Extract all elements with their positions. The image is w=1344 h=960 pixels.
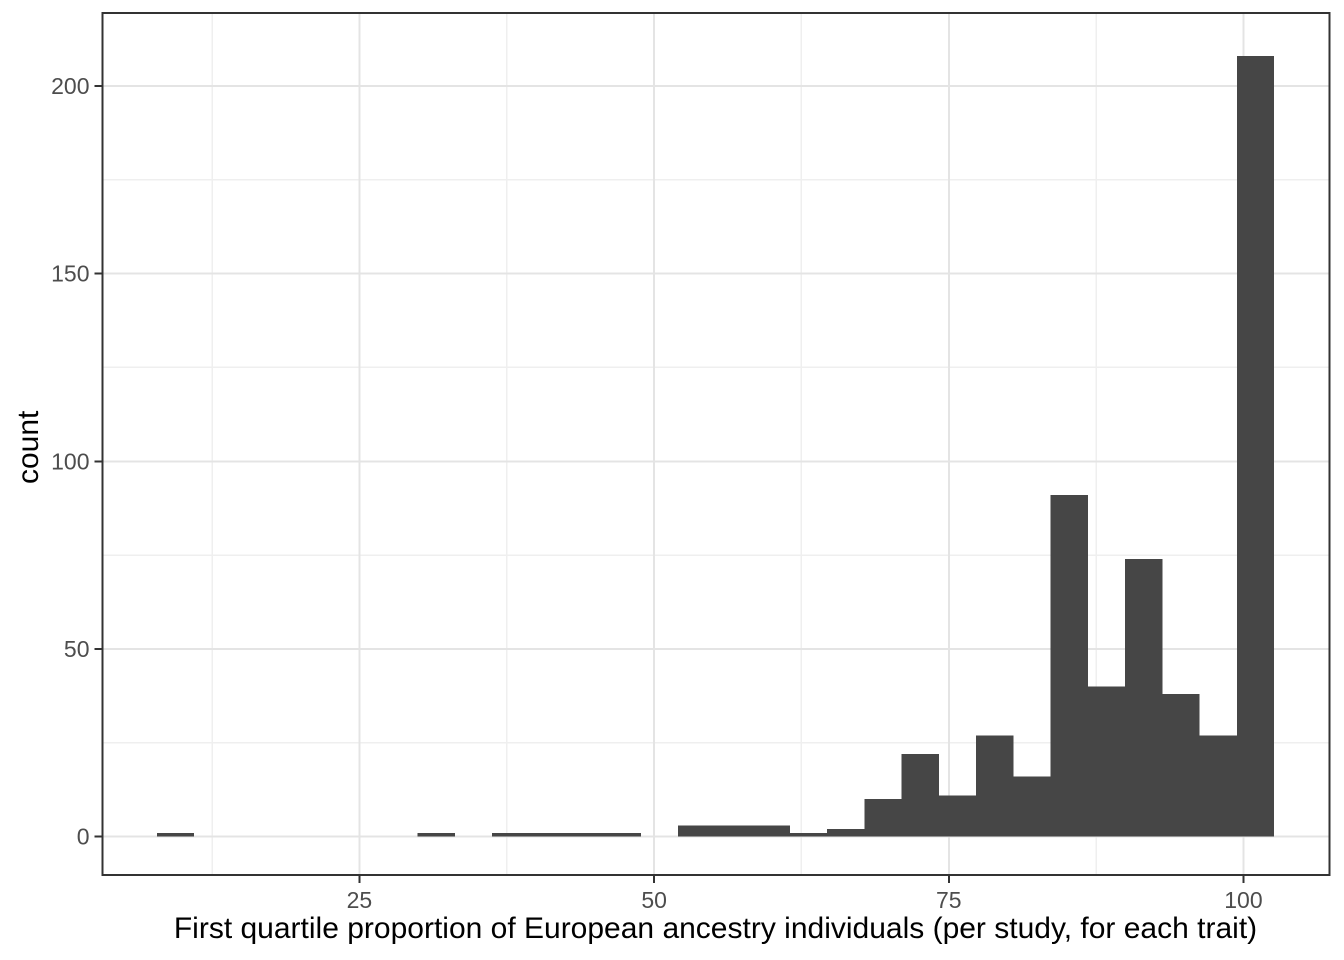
- histogram-bar: [976, 735, 1014, 837]
- grid-major: [102, 13, 1330, 875]
- histogram-bar: [827, 829, 865, 837]
- histogram-bar: [1199, 735, 1237, 837]
- histogram-bar: [1050, 495, 1088, 837]
- y-axis-title: count: [12, 410, 45, 484]
- x-axis-title: First quartile proportion of European an…: [173, 912, 1258, 945]
- histogram-bar: [1162, 694, 1200, 837]
- y-tick-label: 100: [51, 448, 89, 474]
- x-tick-label: 75: [936, 887, 962, 913]
- histogram-bar: [1087, 686, 1126, 837]
- panel-border: [101, 12, 1331, 876]
- axis-tick-marks: [94, 84, 1245, 883]
- histogram-bar: [715, 825, 753, 837]
- histogram-bar: [492, 832, 530, 837]
- x-tick-label: 100: [1224, 887, 1262, 913]
- y-tick-label: 150: [51, 261, 89, 287]
- histogram-bar: [864, 799, 902, 837]
- x-tick-labels: 25 50 75 100: [347, 887, 1263, 913]
- histogram-bar: [789, 832, 828, 837]
- histogram-bar: [603, 832, 642, 837]
- x-tick-label: 50: [641, 887, 667, 913]
- histogram-bar: [156, 832, 195, 837]
- histogram-bar: [417, 832, 455, 837]
- histogram-bar: [1236, 55, 1274, 837]
- y-tick-label: 50: [64, 636, 90, 662]
- grid-minor: [102, 13, 1330, 875]
- histogram-bar: [566, 832, 604, 837]
- histogram-bar: [1013, 776, 1051, 837]
- y-tick-label: 0: [77, 824, 90, 850]
- y-tick-labels: 0 50 100 150 200: [51, 73, 89, 850]
- histogram-bar: [752, 825, 790, 837]
- x-tick-label: 25: [347, 887, 373, 913]
- histogram-bar: [1125, 558, 1163, 837]
- histogram-bar: [678, 825, 716, 837]
- histogram-bars: [156, 55, 1274, 837]
- y-tick-label: 200: [51, 73, 89, 99]
- histogram-bar: [938, 795, 977, 837]
- histogram-bar: [901, 754, 939, 837]
- histogram-bar: [529, 832, 567, 837]
